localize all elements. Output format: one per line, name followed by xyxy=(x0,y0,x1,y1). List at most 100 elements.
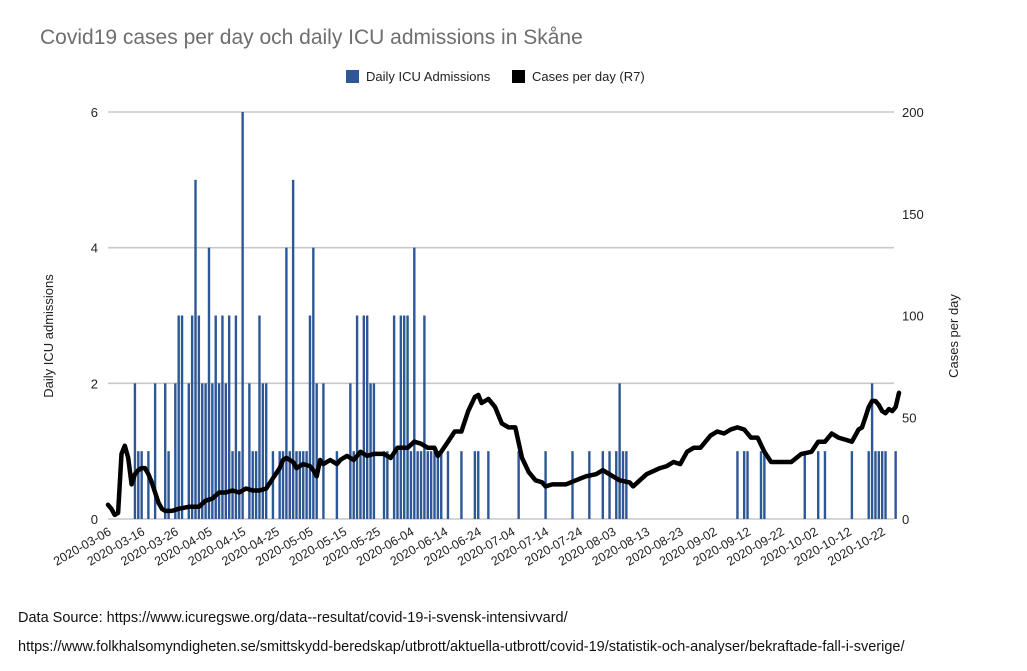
icu-bar xyxy=(174,383,177,519)
data-source-line-1: Data Source: https://www.icuregswe.org/d… xyxy=(18,610,568,626)
icu-bar xyxy=(759,451,763,519)
icu-bar xyxy=(477,451,480,519)
icu-bar xyxy=(251,451,254,519)
icu-bar xyxy=(413,247,416,519)
icu-bar xyxy=(308,315,312,519)
icu-bar xyxy=(372,383,376,519)
icu-bar xyxy=(291,179,295,520)
icu-bar xyxy=(429,451,433,519)
icu-bar xyxy=(355,315,359,519)
icu-bar xyxy=(396,451,399,519)
legend: Daily ICU Admissions Cases per day (R7) xyxy=(346,69,645,84)
chart-svg: Covid19 cases per day och daily ICU admi… xyxy=(40,26,961,569)
legend-swatch-icu xyxy=(346,70,359,83)
icu-bar xyxy=(180,315,184,519)
icu-bar xyxy=(248,383,251,519)
icu-bar xyxy=(359,451,362,519)
icu-bar xyxy=(187,383,190,519)
icu-bar xyxy=(409,451,413,519)
icu-bar xyxy=(167,451,170,519)
icu-bar xyxy=(227,315,231,519)
icu-bar xyxy=(211,383,214,519)
icu-bar xyxy=(312,247,315,519)
icu-bar xyxy=(386,451,389,519)
y-right-axis-title: Cases per day xyxy=(946,294,961,378)
icu-bar xyxy=(217,383,221,519)
icu-bar xyxy=(460,451,463,519)
icu-bar xyxy=(137,451,140,519)
icu-bar xyxy=(207,247,211,519)
icu-bar xyxy=(803,451,806,519)
icu-bar xyxy=(265,383,268,519)
axes: 02460501001502002020-03-062020-03-162020… xyxy=(51,105,924,569)
icu-bar xyxy=(742,451,746,519)
gridlines xyxy=(108,111,894,520)
icu-bar xyxy=(258,315,261,519)
icu-bar xyxy=(382,451,386,519)
icu-bar xyxy=(736,451,739,519)
icu-bar xyxy=(517,451,520,519)
icu-bar xyxy=(322,383,325,519)
icu-bar xyxy=(234,315,238,519)
icu-bar xyxy=(214,315,217,519)
y-right-tick-label: 100 xyxy=(902,309,924,324)
cases-line xyxy=(105,390,902,518)
icu-bar xyxy=(433,451,436,519)
icu-bar xyxy=(601,451,605,519)
icu-bar xyxy=(190,315,194,519)
icu-bar xyxy=(349,383,352,519)
icu-bar xyxy=(254,451,258,519)
y-right-tick-label: 150 xyxy=(902,207,924,222)
y-left-tick-label: 4 xyxy=(91,241,98,256)
icu-bar xyxy=(867,451,870,519)
icu-bars xyxy=(133,112,897,520)
icu-bar xyxy=(571,451,574,519)
icu-bar xyxy=(224,383,228,519)
icu-bar xyxy=(298,451,302,519)
icu-bar xyxy=(625,451,628,519)
icu-bar xyxy=(153,383,157,519)
icu-bar xyxy=(288,451,291,519)
data-source-line-2: https://www.folkhalsomyndigheten.se/smit… xyxy=(18,639,905,655)
icu-bar xyxy=(406,315,409,519)
icu-bar xyxy=(201,383,204,519)
y-right-tick-label: 50 xyxy=(902,410,916,425)
icu-bar xyxy=(608,451,611,519)
icu-bar xyxy=(204,383,207,519)
icu-bar xyxy=(618,383,621,519)
icu-bar xyxy=(133,383,137,519)
icu-bar xyxy=(884,451,887,519)
legend-label-icu: Daily ICU Admissions xyxy=(366,69,491,84)
icu-bar xyxy=(305,451,308,519)
icu-bar xyxy=(436,451,440,519)
y-right-tick-label: 0 xyxy=(902,512,909,527)
icu-bar xyxy=(231,451,234,519)
icu-bar xyxy=(369,383,372,519)
icu-bar xyxy=(877,451,881,519)
icu-bar xyxy=(399,315,403,519)
icu-bar xyxy=(261,383,265,519)
icu-bar xyxy=(894,451,897,519)
icu-bar xyxy=(147,451,150,519)
y-left-tick-label: 0 xyxy=(91,512,98,527)
icu-bar xyxy=(392,315,396,519)
icu-bar xyxy=(302,451,305,519)
icu-bar xyxy=(194,179,197,520)
icu-bar xyxy=(850,451,854,519)
y-right-tick-label: 200 xyxy=(902,105,924,120)
icu-bar xyxy=(746,451,749,519)
icu-bar xyxy=(315,383,318,519)
y-left-tick-label: 2 xyxy=(91,376,98,391)
icu-bar xyxy=(241,112,244,519)
icu-bar xyxy=(416,451,419,519)
icu-bar xyxy=(426,451,429,519)
icu-bar xyxy=(403,315,406,519)
icu-bar xyxy=(621,451,625,519)
icu-bar xyxy=(362,315,366,519)
legend-label-cases: Cases per day (R7) xyxy=(532,69,645,84)
icu-bar xyxy=(197,315,201,519)
y-left-tick-label: 6 xyxy=(91,105,98,120)
icu-bar xyxy=(817,451,820,519)
legend-swatch-cases xyxy=(512,70,525,83)
icu-bar xyxy=(763,451,766,519)
